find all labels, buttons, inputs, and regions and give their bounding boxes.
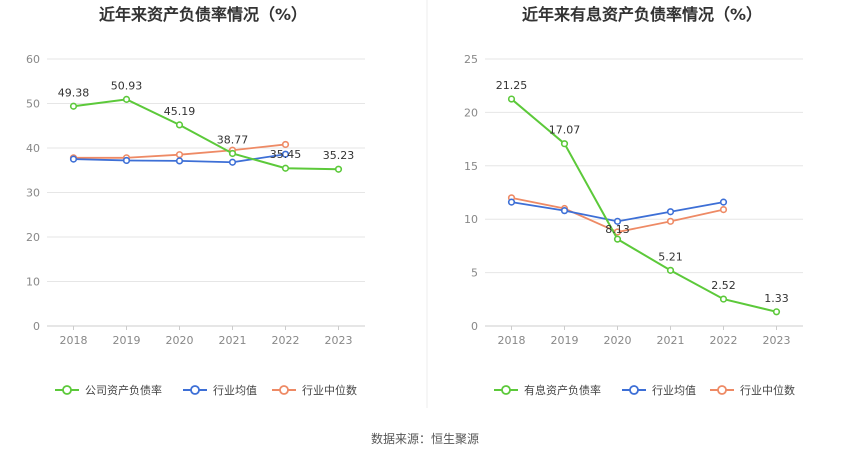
data-point-company [719, 295, 728, 303]
data-point-company [281, 164, 290, 172]
data-point-company [560, 140, 569, 148]
data-point-industry-avg [560, 207, 569, 215]
data-point-industry-avg [613, 217, 622, 225]
x-tick-label: 2019 [113, 334, 141, 347]
legend-item-industry-avg[interactable]: 行业均值 [183, 384, 257, 397]
x-tick-label: 2022 [272, 334, 300, 347]
data-point-industry-median [281, 140, 290, 149]
y-tick-label: 30 [26, 187, 40, 200]
y-tick-label: 5 [471, 267, 478, 280]
series-line-company [73, 98, 339, 171]
legend-label: 有息资产负债率 [524, 383, 601, 397]
x-tick-label: 2022 [710, 334, 738, 347]
x-tick-label: 2020 [604, 334, 632, 347]
y-tick-label: 10 [26, 276, 40, 289]
chart-title: 近年来有息资产负债率情况（%） [522, 5, 762, 24]
data-point-company [175, 121, 184, 129]
data-point-industry-avg [281, 150, 290, 158]
legend-item-industry-median[interactable]: 行业中位数 [272, 383, 357, 397]
data-point-company [228, 149, 237, 158]
legend-label: 行业均值 [652, 384, 696, 397]
x-tick-label: 2018 [498, 334, 526, 347]
y-tick-label: 15 [464, 160, 478, 173]
data-point-company [334, 165, 343, 173]
data-label: 5.21 [658, 250, 683, 263]
y-tick-label: 60 [26, 53, 40, 66]
data-label: 17.07 [549, 124, 581, 137]
y-tick-label: 50 [26, 98, 40, 111]
legend-item-industry-median[interactable]: 行业中位数 [710, 383, 795, 397]
data-point-industry-median [666, 217, 675, 225]
data-point-company [613, 235, 622, 243]
data-label: 35.45 [270, 148, 302, 161]
legend-label: 公司资产负债率 [85, 383, 162, 397]
data-label: 35.23 [323, 149, 355, 162]
data-label: 8.13 [605, 223, 630, 236]
source-note: 数据来源：恒生聚源 [371, 431, 479, 446]
x-tick-label: 2023 [325, 334, 353, 347]
y-tick-label: 40 [26, 142, 40, 155]
data-point-industry-median [613, 228, 622, 236]
chart-debt-ratio: 近年来资产负债率情况（%） 0 10 20 30 40 50 60 2018 2019 2020 20… [26, 5, 365, 397]
data-point-company [772, 308, 781, 316]
y-tick-label: 20 [464, 106, 478, 119]
y-tick-label: 20 [26, 231, 40, 244]
y-tick-label: 0 [33, 320, 40, 333]
legend-marker-icon [717, 385, 727, 395]
legend-marker-icon [629, 385, 639, 395]
data-label: 1.33 [764, 292, 789, 305]
chart-title: 近年来资产负债率情况（%） [99, 5, 307, 24]
legend-marker-icon [501, 385, 511, 395]
data-label: 50.93 [111, 79, 143, 92]
data-point-company [122, 95, 131, 103]
series-line-company [510, 98, 777, 313]
data-point-company [507, 95, 516, 103]
legend-item-industry-avg[interactable]: 行业均值 [622, 384, 696, 397]
x-tick-label: 2019 [551, 334, 579, 347]
x-tick-label: 2018 [60, 334, 88, 347]
data-point-company [69, 102, 78, 110]
data-label: 21.25 [496, 79, 528, 92]
legend-marker-icon [190, 385, 200, 395]
legend-marker-icon [279, 385, 289, 395]
data-point-company [666, 266, 675, 274]
data-label: 45.19 [164, 105, 196, 118]
data-point-industry-avg [69, 155, 78, 163]
legend-marker-icon [62, 385, 72, 395]
data-label: 38.77 [217, 133, 249, 146]
chart-interest-debt-ratio: 近年来有息资产负债率情况（%） 0 5 10 15 20 25 2018 2019 2020 202… [464, 5, 803, 397]
data-point-industry-median [175, 151, 184, 159]
x-tick-label: 2020 [166, 334, 194, 347]
x-tick-label: 2021 [657, 334, 685, 347]
legend-item-company[interactable]: 有息资产负债率 [494, 383, 601, 397]
data-point-industry-avg [507, 198, 516, 206]
data-point-industry-avg [175, 157, 184, 165]
data-point-industry-median [719, 205, 728, 214]
x-tick-label: 2023 [763, 334, 791, 347]
legend-label: 行业中位数 [740, 383, 795, 397]
data-point-industry-avg [719, 198, 728, 206]
x-tick-label: 2021 [219, 334, 247, 347]
legend-label: 行业均值 [213, 384, 257, 397]
data-point-industry-avg [122, 156, 131, 165]
y-tick-label: 10 [464, 213, 478, 226]
data-point-industry-avg [228, 158, 237, 166]
y-tick-label: 25 [464, 53, 478, 66]
data-label: 2.52 [711, 279, 736, 292]
data-point-industry-avg [666, 208, 675, 216]
data-label: 49.38 [58, 86, 90, 99]
legend-item-company[interactable]: 公司资产负债率 [55, 383, 162, 397]
y-tick-label: 0 [471, 320, 478, 333]
legend-label: 行业中位数 [302, 383, 357, 397]
